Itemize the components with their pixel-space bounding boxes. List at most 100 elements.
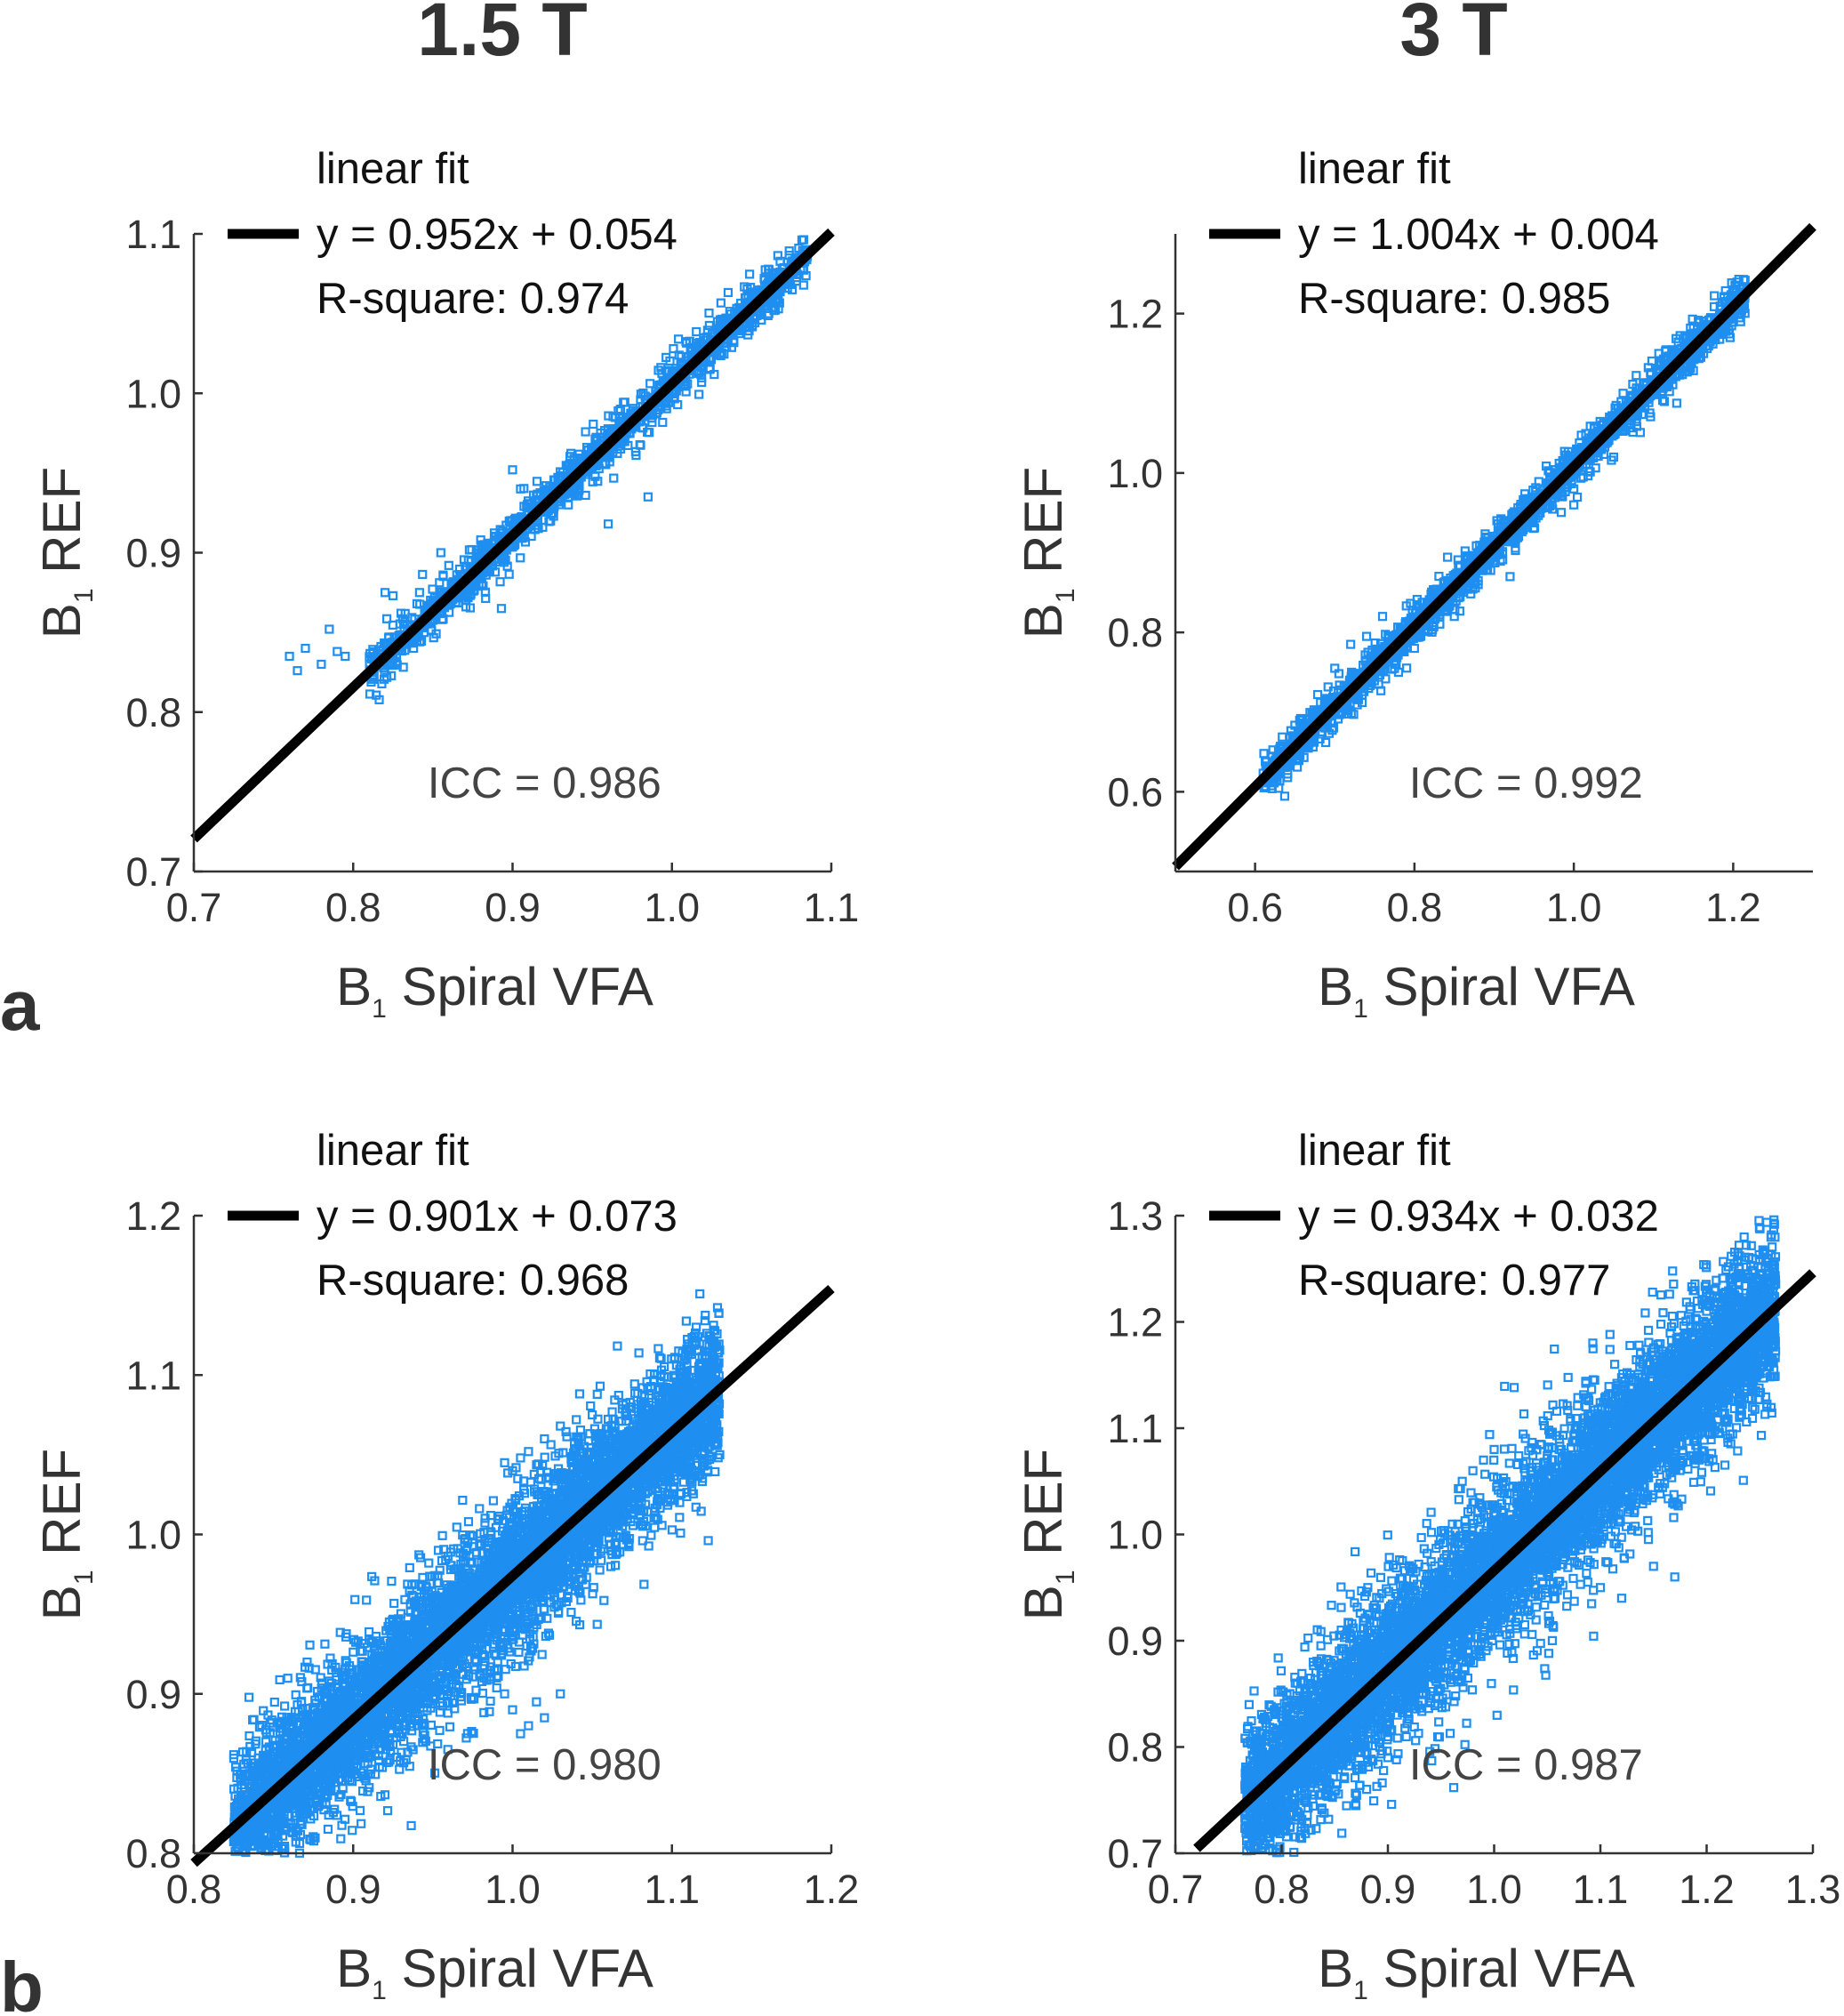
data-point xyxy=(418,569,428,580)
data-point xyxy=(1511,545,1520,556)
data-point xyxy=(301,643,310,654)
y-tick-label: 1.2 xyxy=(1107,292,1163,337)
x-tick-label: 1.0 xyxy=(644,885,700,930)
data-point xyxy=(593,477,603,486)
data-point xyxy=(504,569,514,579)
data-point xyxy=(492,1683,501,1693)
data-point xyxy=(436,548,445,558)
data-point xyxy=(773,251,782,261)
row-label-b: b xyxy=(0,1948,44,2016)
data-point xyxy=(333,647,342,656)
data-point xyxy=(704,308,714,318)
data-point xyxy=(475,1504,485,1514)
y-axis-label: B1 REF xyxy=(32,467,99,639)
y-tick-label: 0.6 xyxy=(1107,769,1163,815)
data-point xyxy=(428,584,437,594)
data-point xyxy=(1259,749,1269,759)
y-tick-label: 0.8 xyxy=(1107,610,1163,655)
data-point xyxy=(1618,389,1628,398)
data-point xyxy=(645,379,655,389)
data-point xyxy=(603,519,613,529)
data-point xyxy=(643,492,653,502)
data-point xyxy=(1409,643,1419,654)
data-point xyxy=(496,604,507,614)
data-point xyxy=(716,298,726,308)
data-point xyxy=(516,553,525,563)
data-point xyxy=(532,477,542,486)
x-tick-label: 0.8 xyxy=(325,885,381,930)
data-point xyxy=(1402,663,1412,673)
data-point xyxy=(1278,732,1287,742)
data-point xyxy=(1346,639,1356,649)
x-axis-label: B1 Spiral VFA xyxy=(1318,957,1635,1024)
y-axis-label: B1 REF xyxy=(1014,467,1080,639)
legend-title: linear fit xyxy=(1298,145,1451,193)
data-point xyxy=(1377,612,1388,622)
y-tick-label: 0.8 xyxy=(125,690,181,735)
data-point xyxy=(1279,791,1290,801)
panels: 0.7 0.8 0.9 1.0 1.10.70.80.91.01.1B1 Spiral … xyxy=(32,145,1840,2005)
scatter-panel-a-3T: 0.6 0.8 1.0 1.2 0.6 0.8 1.0 1.2 B1 Spiral VFA B1 … xyxy=(1014,145,1816,1024)
data-point xyxy=(325,624,334,634)
icc-annotation: ICC = 0.986 xyxy=(428,759,661,807)
data-point xyxy=(305,1640,315,1650)
data-point xyxy=(269,1697,279,1707)
data-point xyxy=(646,1530,656,1540)
r-square: R-square: 0.985 xyxy=(1298,275,1610,323)
y-tick-label: 0.9 xyxy=(125,531,181,576)
r-square: R-square: 0.974 xyxy=(317,275,629,323)
data-point xyxy=(694,390,704,399)
data-point xyxy=(495,577,505,587)
data-point xyxy=(398,663,408,672)
x-axis-label: B1 Spiral VFA xyxy=(336,957,653,1024)
data-point xyxy=(564,500,573,510)
data-point xyxy=(798,280,808,290)
fit-line xyxy=(190,228,835,843)
data-point xyxy=(341,651,350,662)
data-point xyxy=(1710,291,1720,301)
data-point xyxy=(381,588,390,598)
x-tick-label: 1.1 xyxy=(804,885,860,930)
data-point xyxy=(674,350,684,360)
y-tick-label: 0.7 xyxy=(125,849,181,895)
data-point xyxy=(629,1379,639,1389)
data-point xyxy=(285,651,294,662)
data-point xyxy=(1632,371,1641,381)
data-point xyxy=(1672,398,1681,408)
y-tick-label: 1.0 xyxy=(1107,451,1163,496)
x-tick-label: 1.2 xyxy=(1705,885,1761,930)
data-point xyxy=(348,1826,357,1835)
data-point xyxy=(658,417,668,428)
scatter-panel-a-1.5T: 0.7 0.8 0.9 1.0 1.10.70.80.91.01.1B1 Spiral … xyxy=(32,145,859,1024)
data-point xyxy=(723,287,734,298)
data-point xyxy=(599,1595,609,1605)
data-point xyxy=(1505,572,1515,582)
data-point xyxy=(745,269,755,279)
icc-annotation: ICC = 0.992 xyxy=(1409,759,1643,807)
data-point xyxy=(382,614,392,623)
data-point xyxy=(631,450,641,461)
data-point xyxy=(674,334,684,344)
data-point xyxy=(1572,492,1583,502)
data-point xyxy=(1556,508,1567,518)
data-point xyxy=(1443,552,1453,562)
column-title-3t: 3 T xyxy=(1399,0,1507,71)
x-tick-label: 0.6 xyxy=(1227,885,1283,930)
data-point xyxy=(692,326,702,337)
data-point xyxy=(490,567,501,577)
fit-equation: y = 0.952x + 0.054 xyxy=(317,211,677,259)
row-label-a: a xyxy=(0,966,40,1045)
data-point xyxy=(1569,500,1579,510)
data-point xyxy=(1361,631,1372,641)
data-point xyxy=(508,465,517,475)
x-tick-label: 0.8 xyxy=(1387,885,1443,930)
column-title-1-5t: 1.5 T xyxy=(417,0,587,71)
data-point xyxy=(414,588,424,598)
x-tick-label: 1.0 xyxy=(1546,885,1602,930)
data-point xyxy=(388,590,398,600)
x-tick-label: 0.9 xyxy=(485,885,541,930)
data-point xyxy=(588,477,597,486)
